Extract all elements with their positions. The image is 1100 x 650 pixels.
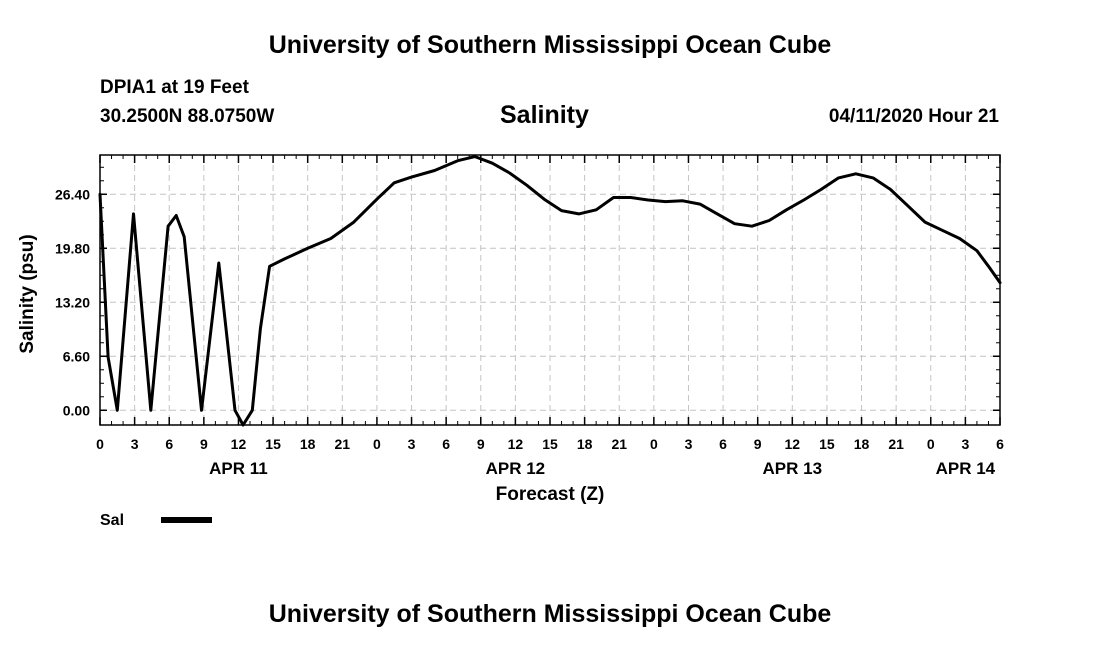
legend-label-sal: Sal [100, 512, 124, 529]
legend: Sal [100, 512, 212, 529]
x-tick-label: 12 [231, 436, 247, 452]
x-tick-label: 6 [996, 436, 1004, 452]
x-tick-label: 9 [754, 436, 762, 452]
y-tick-label: 19.80 [55, 240, 90, 256]
x-axis-label: Forecast (Z) [496, 484, 605, 505]
x-tick-label: 3 [131, 436, 139, 452]
series-line-sal [98, 155, 1002, 427]
page-title: University of Southern Mississippi Ocean… [268, 31, 832, 59]
x-tick-label: 21 [335, 436, 351, 452]
date-label: APR 14 [936, 459, 996, 478]
y-tick-label: 0.00 [63, 402, 90, 418]
forecast-timestamp: 04/11/2020 Hour 21 [828, 106, 999, 127]
x-tick-label: 9 [477, 436, 485, 452]
chart-title: Salinity [500, 101, 589, 129]
x-tick-label: 6 [442, 436, 450, 452]
y-axis-label: Salinity (psu) [17, 234, 38, 353]
x-tick-label: 6 [719, 436, 727, 452]
x-tick-label: 3 [961, 436, 969, 452]
footer-title: University of Southern Mississippi Ocean… [268, 600, 832, 628]
coordinates-label: 30.2500N 88.0750W [100, 106, 275, 127]
x-tick-label: 15 [542, 436, 558, 452]
x-tick-label: 18 [577, 436, 593, 452]
station-label: DPIA1 at 19 Feet [100, 77, 249, 98]
x-tick-label: 0 [96, 436, 104, 452]
y-tick-label: 13.20 [55, 294, 90, 310]
x-tick-label: 12 [508, 436, 524, 452]
x-tick-label: 15 [265, 436, 281, 452]
x-tick-label: 3 [685, 436, 693, 452]
x-tick-label: 18 [854, 436, 870, 452]
date-label: APR 13 [763, 459, 823, 478]
x-tick-label: 6 [165, 436, 173, 452]
date-label: APR 11 [209, 459, 268, 478]
x-tick-label: 0 [927, 436, 935, 452]
x-tick-label: 21 [888, 436, 904, 452]
x-tick-label: 0 [373, 436, 381, 452]
y-tick-label: 6.60 [63, 348, 90, 364]
x-tick-label: 15 [819, 436, 835, 452]
axis-ticks [99, 155, 1001, 425]
x-tick-label: 0 [650, 436, 658, 452]
chart-grid [100, 155, 1000, 425]
x-tick-label: 9 [200, 436, 208, 452]
x-tick-label: 3 [408, 436, 416, 452]
x-tick-label: 21 [611, 436, 627, 452]
date-label: APR 12 [486, 459, 546, 478]
x-tick-label: 18 [300, 436, 316, 452]
y-tick-label: 26.40 [55, 186, 90, 202]
axis-labels: 0.00 6.60 13.20 19.80 26.40 0 3 6 9 12 15 18 21 0 3 6 9 1… [55, 186, 1004, 478]
x-tick-label: 12 [785, 436, 801, 452]
